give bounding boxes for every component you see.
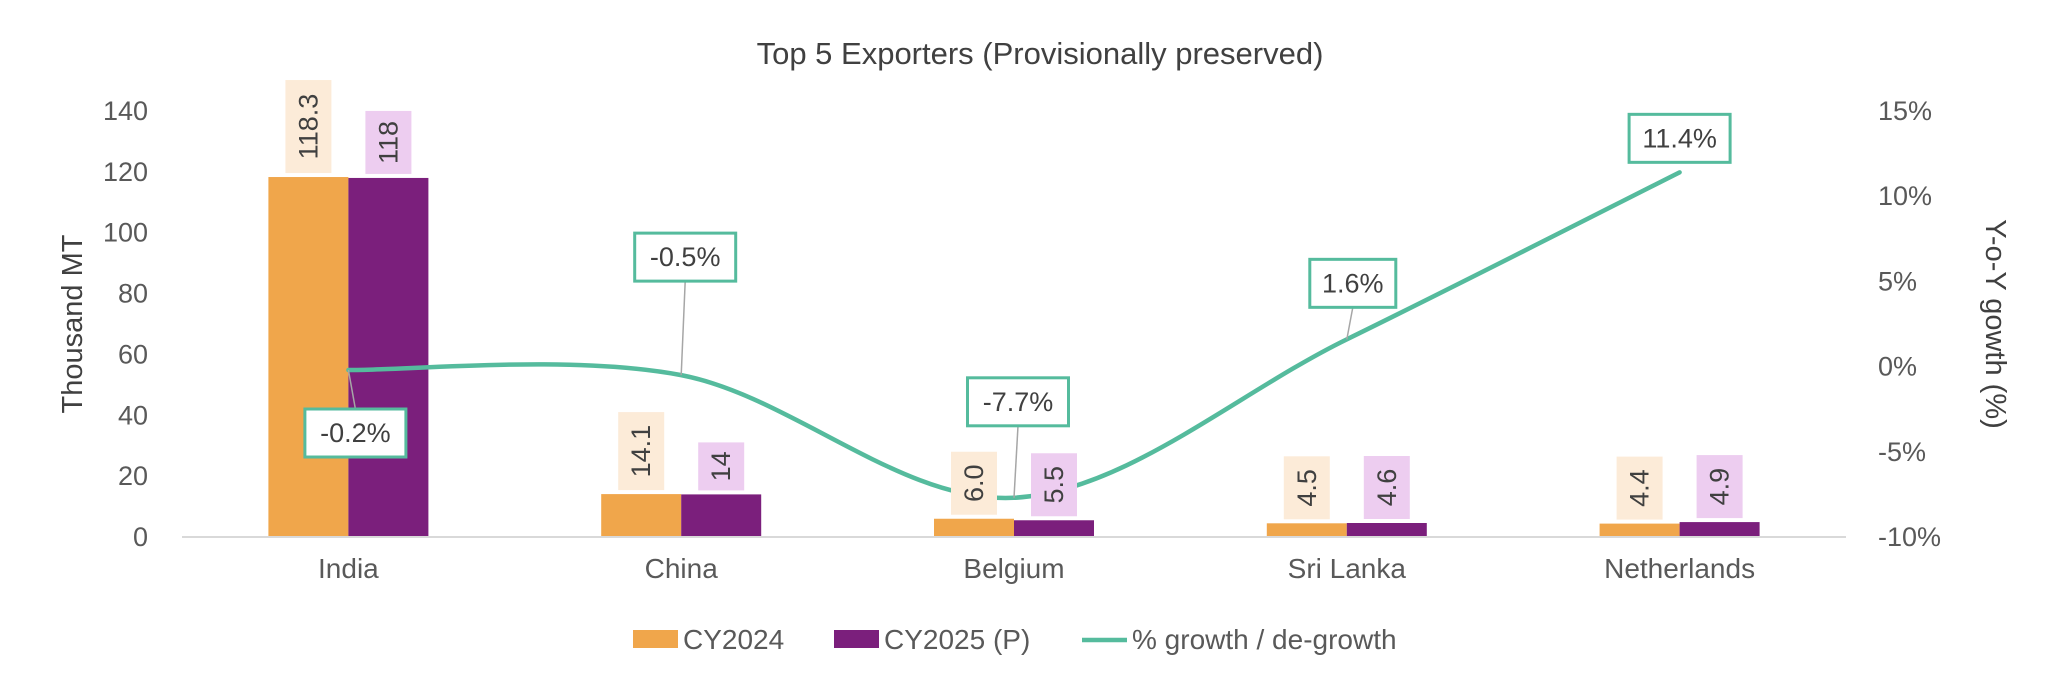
bar-data-label: 4.5	[1283, 456, 1330, 520]
bar-cy2024-belgium	[934, 518, 1014, 537]
y2-tick-label: 0%	[1878, 352, 1917, 382]
x-tick-label: China	[645, 553, 719, 584]
bar-data-label: 118.3	[285, 80, 332, 174]
bar-data-label-text: 5.5	[1039, 466, 1069, 504]
bar-data-label: 14.1	[618, 412, 665, 491]
bar-data-label-text: 6.0	[959, 464, 989, 502]
growth-data-label-text: -0.5%	[650, 242, 721, 272]
bar-data-label-text: 14.1	[626, 425, 656, 478]
y2-tick-label: 5%	[1878, 266, 1917, 296]
growth-label-leader-line	[680, 281, 686, 376]
growth-data-label-text: 11.4%	[1642, 123, 1717, 153]
growth-line	[346, 170, 1682, 501]
bar-data-label-text: 118.3	[293, 94, 323, 160]
y-tick-label: 20	[118, 461, 148, 491]
bar-data-label-text: 4.5	[1292, 469, 1322, 507]
growth-data-label-box	[1627, 112, 1732, 164]
y2-tick-label: -5%	[1878, 437, 1926, 467]
y-tick-label: 0	[133, 522, 148, 552]
y-tick-label: 100	[103, 218, 148, 248]
line-layer	[346, 170, 1682, 501]
y2-tick-label: -10%	[1878, 522, 1941, 552]
bar-data-label: 4.4	[1616, 456, 1663, 520]
legend-label: CY2025 (P)	[884, 624, 1030, 655]
y-axis-title: Thousand MT	[57, 234, 89, 413]
growth-data-label-box	[633, 231, 738, 283]
bar-cy2025-india	[348, 177, 429, 537]
bar-data-label-bg	[1696, 455, 1743, 519]
x-tick-label: India	[318, 553, 379, 584]
x-tick-label: Belgium	[963, 553, 1064, 584]
growth-label-leader-line	[1013, 425, 1019, 498]
legend: CY2024 CY2025 (P) % growth / de-growth	[633, 624, 1397, 655]
bar-data-label-bg	[285, 80, 332, 174]
growth-data-label-box	[1308, 257, 1398, 309]
bar-data-label: 5.5	[1031, 453, 1077, 517]
x-tick-label: Netherlands	[1604, 553, 1755, 584]
bar-data-label-bg	[1363, 456, 1410, 520]
y2-tick-label: 10%	[1878, 181, 1932, 211]
legend-swatch	[834, 630, 879, 648]
y-tick-label: 80	[118, 279, 148, 309]
bar-data-label-text: 4.4	[1625, 469, 1655, 507]
bar-cy2025-netherlands	[1679, 522, 1760, 537]
bar-data-label-bg	[618, 412, 665, 491]
bar-data-label: 4.6	[1363, 456, 1410, 520]
legend-label: CY2024	[683, 624, 784, 655]
bar-data-label-bg	[1283, 456, 1330, 520]
bar-cy2025-belgium	[1014, 520, 1094, 537]
bar-data-label-text: 4.9	[1705, 468, 1735, 506]
data-label-layer: 118.3 118 14.1 14 6.0 5.5 4.5 4.6 4.4 4.9 -0.2% -0.…	[285, 80, 1743, 520]
bar-data-label-bg	[951, 451, 997, 515]
bar-cy2024-india	[268, 177, 349, 537]
y2-axis-title: Y-o-Y gowth (%)	[1979, 219, 2011, 429]
bar-data-label-bg	[1031, 453, 1077, 517]
bar-data-label-bg	[1616, 456, 1663, 520]
bar-data-label: 4.9	[1696, 455, 1743, 519]
growth-data-label: -0.5%	[633, 231, 738, 376]
bar-cy2024-netherlands	[1599, 523, 1680, 537]
legend-label: % growth / de-growth	[1132, 624, 1397, 655]
bar-layer	[268, 177, 1760, 537]
bar-data-label-text: 118	[373, 121, 403, 164]
y-tick-label: 60	[118, 339, 148, 369]
bar-cy2025-sri-lanka	[1346, 523, 1427, 537]
bar-data-label: 6.0	[951, 451, 997, 515]
bar-data-label-bg	[365, 110, 412, 174]
bar-cy2024-china	[601, 494, 682, 537]
y2-tick-label: 15%	[1878, 96, 1932, 126]
bar-cy2025-china	[681, 494, 762, 537]
growth-label-leader-line	[347, 369, 357, 410]
growth-data-label: -7.7%	[966, 376, 1070, 498]
growth-label-leader-line	[1346, 307, 1354, 340]
bar-data-label-text: 14	[706, 451, 736, 481]
bar-cy2024-sri-lanka	[1266, 523, 1347, 537]
x-tick-label: Sri Lanka	[1288, 553, 1407, 584]
growth-data-label: 1.6%	[1308, 257, 1398, 340]
axis-layer: 0 20 40 60 80 100 120 140 -10% -5% 0% 5% 10% 15% India…	[103, 96, 1941, 584]
y-tick-label: 40	[118, 400, 148, 430]
growth-data-label-box	[966, 376, 1070, 428]
legend-swatch	[633, 630, 678, 648]
y-tick-label: 120	[103, 157, 148, 187]
growth-data-label: -0.2%	[303, 369, 408, 459]
growth-data-label-text: -0.2%	[320, 418, 391, 448]
growth-data-label-text: 1.6%	[1322, 268, 1384, 298]
bar-data-label: 14	[698, 442, 745, 491]
chart-title: Top 5 Exporters (Provisionally preserved…	[757, 36, 1324, 71]
bar-data-label-text: 4.6	[1372, 469, 1402, 507]
growth-data-label-text: -7.7%	[983, 387, 1054, 417]
growth-data-label-box	[303, 407, 408, 459]
y-tick-label: 140	[103, 96, 148, 126]
growth-data-label: 11.4%	[1627, 112, 1732, 164]
bar-data-label: 118	[365, 110, 412, 174]
bar-data-label-bg	[698, 442, 745, 491]
